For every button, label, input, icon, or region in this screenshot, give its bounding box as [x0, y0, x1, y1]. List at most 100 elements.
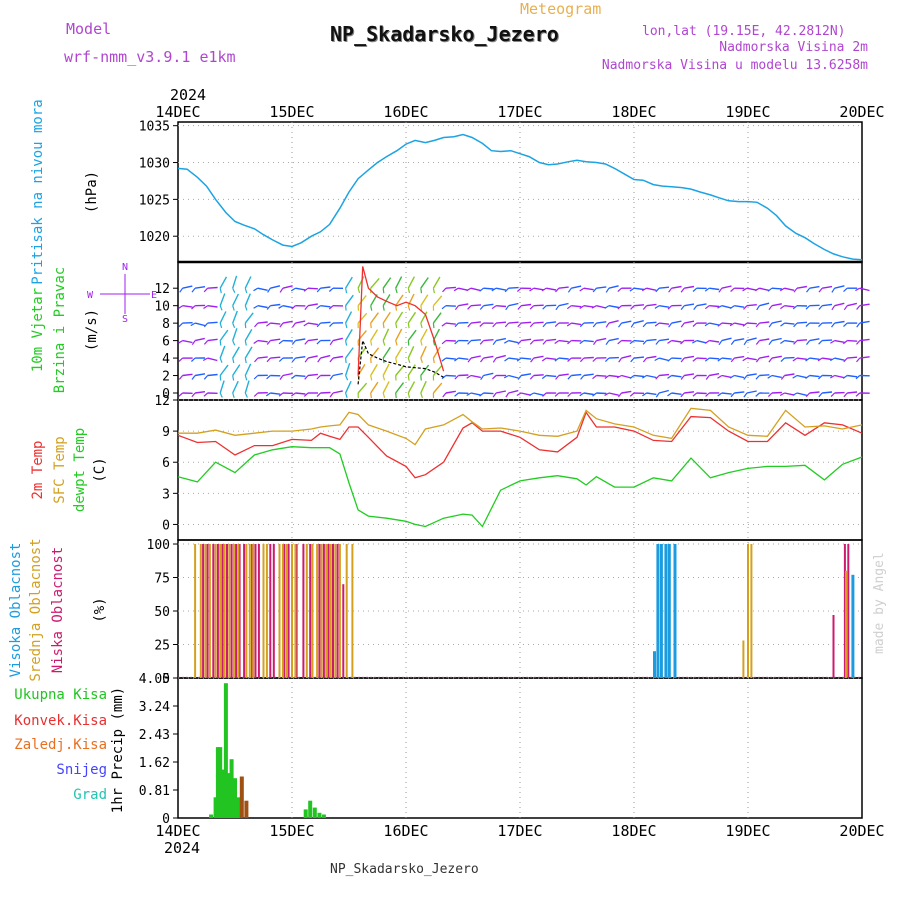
- cloud-bar-mid: [237, 544, 240, 678]
- wind-barb: [734, 355, 745, 359]
- wind-barb: [847, 391, 858, 394]
- cloud-bar-low: [847, 544, 850, 678]
- wind-barb-flag: [504, 322, 510, 328]
- wind-barb: [395, 346, 404, 359]
- wind-barb: [483, 339, 494, 342]
- wind-barb-flag: [704, 322, 710, 327]
- lonlat-label: lon,lat (19.15E, 42.2812N): [642, 24, 846, 39]
- precip-bar-total: [236, 797, 241, 818]
- wind-barb: [684, 303, 695, 307]
- altitude-label: Nadmorska Visina 2m: [719, 40, 868, 55]
- wind-barb-flag: [805, 322, 811, 327]
- cloud-bar-mid: [278, 544, 281, 678]
- wind-barb: [621, 320, 632, 324]
- wind-barb-flag: [642, 340, 647, 345]
- cloud-bar-low: [257, 544, 260, 678]
- wind-barb-flag: [818, 322, 823, 328]
- cloud-bar-mid: [223, 544, 226, 678]
- wind-barb: [382, 311, 391, 324]
- wind-barb: [671, 285, 682, 289]
- wind-barb: [395, 365, 405, 376]
- wind-barb: [407, 311, 417, 324]
- wind-barb-flag: [253, 392, 259, 397]
- wind-barb-flag: [244, 340, 247, 346]
- wind-barb: [696, 392, 707, 395]
- wind-barb: [282, 305, 293, 309]
- cloud-bar-low: [212, 544, 215, 678]
- wind-barb: [709, 339, 720, 343]
- wind-barb-flag: [395, 322, 398, 329]
- station-title: NP_Skadarsko_Jezero: [330, 22, 559, 46]
- wind-speed-line: [357, 338, 444, 385]
- wind-barb-flag: [244, 375, 248, 381]
- wind-barb: [244, 380, 250, 394]
- wind-barb-flag: [329, 322, 334, 328]
- wind-barb-flag: [717, 392, 723, 397]
- wind-barb: [420, 346, 427, 359]
- wind-barb-flag: [316, 340, 321, 345]
- wind-barb: [244, 312, 254, 324]
- wind-barb: [822, 357, 833, 361]
- model-altitude-label: Nadmorska Visina u modelu 13.6258m: [601, 58, 868, 73]
- y-tick-label: 0.81: [139, 784, 170, 799]
- wind-barb: [508, 302, 519, 307]
- wind-barb: [633, 356, 645, 359]
- wind-barb-flag: [579, 340, 585, 345]
- wind-barb-flag: [420, 288, 423, 294]
- wind-barb: [583, 356, 594, 359]
- x-tick-label-top: 19DEC: [725, 103, 770, 121]
- wind-barb-flag: [329, 357, 334, 363]
- wind-barb: [596, 286, 607, 289]
- wind-barb-flag: [441, 357, 447, 362]
- wind-barb-flag: [203, 287, 209, 293]
- wind-barb: [496, 305, 507, 308]
- wind-barb: [483, 392, 494, 395]
- wind-barb-flag: [504, 287, 510, 293]
- wind-barb-flag: [593, 340, 597, 346]
- cloud-bar-high: [851, 574, 855, 678]
- wind-barb-flag: [780, 322, 785, 327]
- wind-barb-flag: [729, 305, 735, 309]
- wind-barb: [746, 357, 757, 361]
- wind-barb-flag: [291, 340, 296, 345]
- wind-barb: [295, 392, 306, 395]
- wind-barb-flag: [407, 392, 411, 399]
- y-tick-label: 2: [162, 370, 170, 385]
- wind-barb: [445, 374, 456, 377]
- wind-barb-flag: [479, 322, 484, 327]
- wind-barb: [244, 363, 252, 376]
- wind-barb: [696, 339, 707, 344]
- wind-barb: [546, 338, 557, 342]
- wind-barb: [684, 285, 695, 289]
- wind-barb-flag: [316, 305, 321, 310]
- wind-gust-line: [357, 266, 445, 376]
- cloud-bar-low: [238, 544, 241, 678]
- wind-barb: [646, 374, 657, 379]
- wind-barb: [696, 357, 707, 360]
- wind-barb-flag: [304, 375, 309, 380]
- wind-barb-flag: [768, 322, 773, 328]
- cloud-bar-low: [327, 544, 330, 678]
- cloud-bar-mid: [320, 544, 323, 678]
- wind-barb: [508, 357, 519, 360]
- wind-barb-flag: [604, 357, 610, 363]
- x-tick-label-top: 17DEC: [497, 103, 542, 121]
- wind-barb-flag: [818, 392, 823, 398]
- wind-barb: [734, 374, 745, 379]
- wind-barb: [345, 347, 354, 359]
- wind-barb-flag: [178, 322, 184, 328]
- wind-barb-flag: [667, 392, 672, 397]
- wind-barb-flag: [454, 340, 459, 345]
- wind-barb: [219, 293, 226, 306]
- footer-station: NP_Skadarsko_Jezero: [330, 862, 479, 877]
- wind-barb-flag: [805, 305, 811, 310]
- wind-barb: [834, 339, 845, 343]
- wind-barb: [796, 321, 808, 324]
- wind-barb-flag: [692, 287, 698, 292]
- wind-barb-flag: [767, 374, 773, 379]
- wind-barb: [207, 373, 218, 377]
- wind-barb-flag: [370, 375, 373, 381]
- wind-barb: [270, 303, 281, 307]
- wind-barb-flag: [454, 392, 459, 397]
- precip-bar-total: [223, 683, 228, 818]
